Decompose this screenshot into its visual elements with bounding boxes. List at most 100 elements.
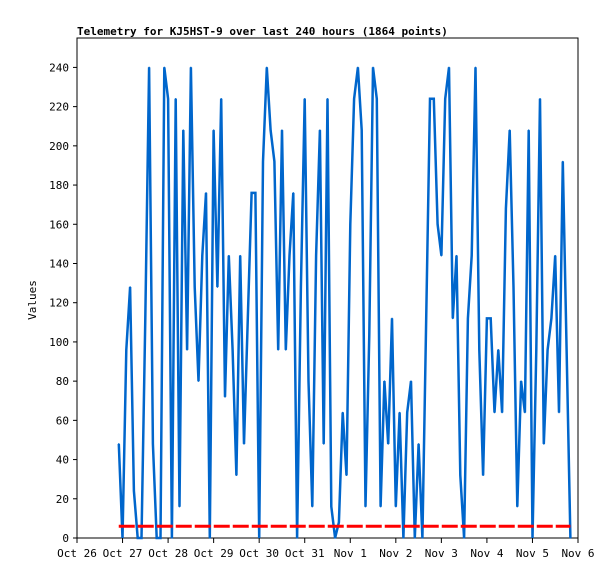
data-point	[284, 348, 287, 351]
data-point	[171, 537, 173, 539]
data-point	[543, 443, 545, 445]
data-point	[546, 348, 549, 351]
data-point	[486, 317, 488, 320]
data-point	[235, 474, 238, 477]
data-point	[565, 348, 568, 351]
data-point	[330, 505, 333, 508]
data-point	[288, 254, 291, 257]
data-point	[174, 97, 177, 100]
data-point	[535, 348, 538, 351]
data-point	[425, 317, 427, 320]
data-point	[254, 192, 257, 194]
y-tick-label: 100	[49, 336, 69, 349]
data-point	[163, 66, 166, 69]
data-point	[444, 97, 446, 100]
data-point	[569, 537, 572, 539]
data-point	[269, 129, 272, 131]
data-point	[516, 505, 519, 508]
x-tick-label: Oct 31	[285, 547, 325, 560]
data-point	[497, 348, 500, 351]
data-point	[558, 411, 560, 414]
x-tick-label: Oct 27	[103, 547, 143, 560]
data-point	[554, 254, 557, 257]
data-point	[265, 66, 268, 69]
data-point	[231, 348, 234, 351]
data-point	[262, 160, 264, 163]
y-tick-label: 120	[49, 297, 69, 310]
data-point	[508, 129, 511, 131]
data-point	[372, 66, 374, 69]
data-point	[239, 254, 242, 257]
data-point	[212, 129, 215, 131]
data-point	[463, 537, 465, 539]
data-point	[376, 97, 378, 100]
x-tick-label: Nov 5	[516, 547, 549, 560]
data-point	[243, 443, 245, 445]
data-point	[117, 443, 120, 445]
data-point	[315, 254, 317, 257]
data-point	[489, 317, 492, 320]
data-point	[228, 254, 230, 257]
data-point	[300, 286, 302, 288]
data-point	[440, 254, 443, 257]
y-tick-label: 20	[56, 493, 69, 506]
data-point	[413, 537, 416, 539]
data-point	[474, 66, 477, 69]
data-point	[281, 129, 283, 131]
data-point	[524, 411, 526, 414]
data-point	[349, 223, 352, 226]
data-point	[190, 66, 192, 69]
x-tick-label: Oct 26	[57, 547, 97, 560]
data-point	[152, 443, 154, 445]
data-point	[220, 97, 223, 100]
data-point	[144, 317, 147, 320]
y-tick-label: 220	[49, 101, 69, 114]
data-point	[429, 97, 431, 100]
data-point	[133, 490, 135, 492]
data-point	[539, 97, 541, 100]
y-tick-label: 200	[49, 140, 69, 153]
y-tick-label: 240	[49, 61, 69, 74]
data-point	[159, 537, 162, 539]
data-point	[155, 537, 158, 539]
data-point	[364, 505, 367, 508]
y-tick-label: 180	[49, 179, 69, 192]
data-point	[250, 192, 253, 194]
data-point	[387, 443, 390, 445]
data-point	[296, 537, 298, 539]
data-point	[478, 348, 481, 351]
data-point	[527, 129, 530, 131]
data-point	[186, 348, 188, 351]
data-point	[334, 537, 336, 539]
data-point	[467, 317, 469, 320]
x-tick-label: Oct 29	[194, 547, 234, 560]
data-point	[562, 160, 564, 163]
data-point	[338, 521, 340, 524]
data-point	[448, 66, 450, 69]
data-point	[197, 380, 200, 382]
data-point	[322, 443, 325, 445]
data-point	[357, 66, 359, 69]
y-tick-label: 40	[56, 454, 69, 467]
x-tick-label: Nov 2	[379, 547, 412, 560]
x-tick-label: Oct 30	[239, 547, 279, 560]
data-point	[383, 380, 386, 382]
data-point	[395, 505, 397, 508]
data-point	[178, 505, 181, 508]
data-point	[451, 317, 454, 320]
data-point	[432, 97, 435, 100]
data-point	[459, 474, 462, 477]
data-point	[550, 317, 553, 320]
data-point	[360, 129, 363, 131]
x-tick-label: Oct 28	[148, 547, 188, 560]
data-point	[421, 537, 424, 539]
y-tick-label: 160	[49, 218, 69, 231]
data-point	[182, 129, 185, 131]
data-point	[224, 396, 226, 398]
data-point	[129, 286, 131, 288]
y-axis-label: Values	[26, 280, 39, 320]
data-point	[216, 286, 219, 288]
data-point	[326, 97, 329, 100]
data-point	[501, 411, 503, 414]
